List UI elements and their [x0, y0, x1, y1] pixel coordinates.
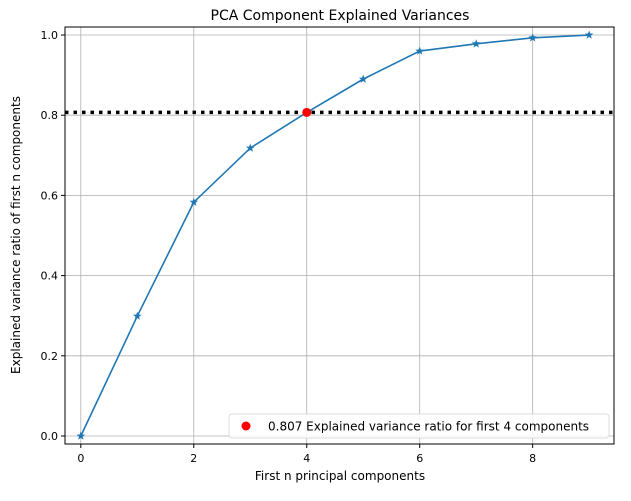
x-axis-label: First n principal components — [255, 469, 425, 483]
data-point — [246, 143, 255, 152]
legend-box — [228, 413, 610, 439]
data-point — [76, 431, 86, 440]
x-tick-label: 8 — [529, 452, 536, 465]
chart-title: PCA Component Explained Variances — [211, 8, 470, 24]
data-point — [584, 30, 594, 39]
y-tick-label: 0.8 — [41, 109, 59, 122]
data-point — [415, 46, 424, 55]
y-tick-label: 1.0 — [41, 29, 59, 42]
x-tick-label: 4 — [303, 452, 310, 465]
legend: 0.807 Explained variance ratio for first… — [228, 413, 610, 439]
y-tick-label: 0.0 — [41, 430, 59, 443]
plot-frame — [64, 26, 615, 445]
y-tick-label: 0.2 — [41, 350, 59, 363]
highlight-point — [302, 107, 312, 117]
x-tick-label: 0 — [77, 452, 84, 465]
x-tick-label: 6 — [416, 452, 423, 465]
y-tick-label: 0.6 — [41, 189, 59, 202]
series-line — [80, 34, 590, 437]
legend-label: 0.807 Explained variance ratio for first… — [268, 420, 589, 434]
data-point — [471, 39, 481, 48]
y-tick-label: 0.4 — [41, 270, 59, 283]
data-point — [189, 197, 199, 206]
data-point — [358, 74, 368, 83]
data-point — [133, 311, 142, 320]
x-tick-label: 2 — [190, 452, 197, 465]
data-point — [528, 33, 537, 42]
y-axis-label: Explained variance ratio of first n comp… — [9, 96, 23, 374]
legend-marker — [241, 421, 251, 431]
